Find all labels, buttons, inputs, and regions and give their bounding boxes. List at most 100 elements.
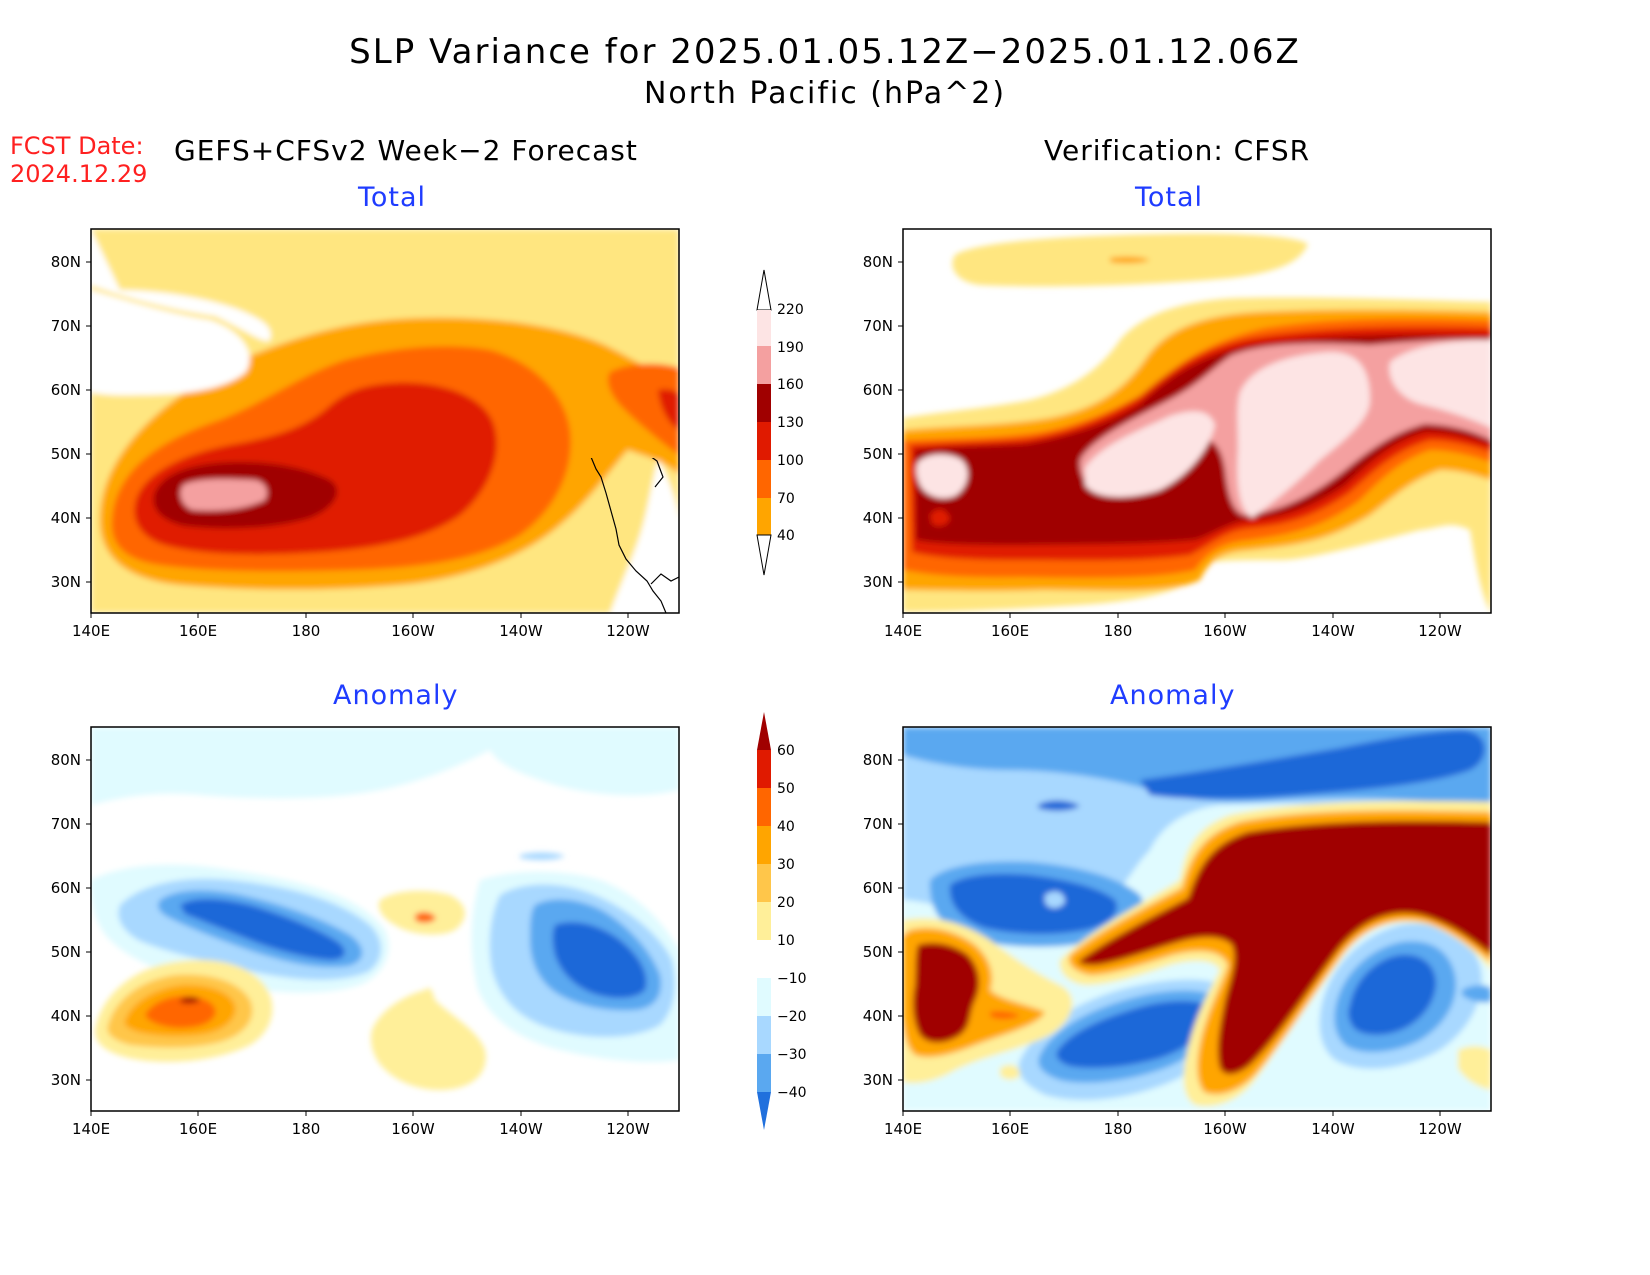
- lon-label: 140E: [884, 622, 922, 640]
- map-frame: [902, 228, 1492, 614]
- colorbar-swatch: [757, 498, 771, 535]
- colorbar-total: 220 190 160 130 100 70 40: [756, 269, 804, 576]
- lon-label: 180: [1104, 1120, 1133, 1138]
- lat-label: 60N: [51, 381, 81, 399]
- map-frame: [90, 228, 680, 614]
- colorbar-label: −30: [777, 1047, 807, 1063]
- lat-label: 30N: [863, 1071, 893, 1089]
- lat-label: 30N: [51, 1071, 81, 1089]
- lat-label: 40N: [51, 509, 81, 527]
- colorbar-total-bottom-arrow: [756, 534, 772, 576]
- lon-label: 120W: [606, 1120, 650, 1138]
- lat-label: 50N: [863, 943, 893, 961]
- lat-label: 40N: [863, 509, 893, 527]
- lat-label: 40N: [51, 1007, 81, 1025]
- axes-layer: 140E 160E 180 160W 140W 120W 80N 70N 60N 50N 40N 30…: [51, 253, 1462, 1138]
- lat-label: 50N: [51, 943, 81, 961]
- colorbar-anomaly-top-arrow: [757, 712, 771, 750]
- lat-label: 60N: [51, 879, 81, 897]
- colorbar-label: 220: [777, 302, 804, 318]
- lon-label: 120W: [606, 622, 650, 640]
- colorbar-label: 10: [777, 933, 795, 949]
- lat-label: 70N: [863, 317, 893, 335]
- lat-label: 80N: [863, 253, 893, 271]
- fcst-date-label: FCST Date:: [10, 132, 144, 160]
- verification-column-title: Verification: CFSR: [1044, 134, 1311, 167]
- lon-label: 140W: [499, 1120, 543, 1138]
- colorbar-swatch: [757, 750, 771, 788]
- panel-forecast-total-title: Total: [358, 182, 427, 213]
- colorbar-anomaly-bottom-arrow: [757, 1092, 771, 1130]
- colorbar-label: −40: [777, 1085, 807, 1101]
- lat-label: 30N: [863, 573, 893, 591]
- main-title: SLP Variance for 2025.01.05.12Z−2025.01.…: [349, 32, 1301, 72]
- lat-label: 60N: [863, 879, 893, 897]
- lat-label: 70N: [51, 317, 81, 335]
- contour-fill-verification-anomaly: [903, 727, 1491, 1111]
- lon-label: 140E: [72, 622, 110, 640]
- panel-forecast-anomaly-title: Anomaly: [333, 680, 459, 711]
- lon-label: 140W: [1311, 1120, 1355, 1138]
- lat-label: 80N: [51, 751, 81, 769]
- colorbar-swatch: [757, 902, 771, 940]
- map-verification-anomaly: [902, 726, 1492, 1112]
- lon-label: 180: [292, 1120, 321, 1138]
- colorbar-label: 60: [777, 743, 795, 759]
- colorbar-label: 50: [777, 781, 795, 797]
- colorbar-label: −20: [777, 1009, 807, 1025]
- colorbar-swatch: [757, 422, 771, 460]
- lat-label: 80N: [51, 253, 81, 271]
- colorbar-swatch: [757, 978, 771, 1016]
- colorbar-label: 160: [777, 377, 804, 393]
- lon-label: 160W: [391, 1120, 435, 1138]
- main-subtitle: North Pacific (hPa^2): [643, 76, 1007, 111]
- lat-label: 80N: [863, 751, 893, 769]
- panel-verif-anomaly-title: Anomaly: [1110, 680, 1236, 711]
- fcst-date-value: 2024.12.29: [10, 160, 148, 188]
- lon-label: 180: [292, 622, 321, 640]
- map-verification-total: [902, 228, 1492, 614]
- contour-fill-forecast-total: [91, 229, 679, 613]
- lat-label: 50N: [51, 445, 81, 463]
- colorbar-label: 100: [777, 453, 804, 469]
- colorbar-label: 30: [777, 857, 795, 873]
- lon-label: 140W: [499, 622, 543, 640]
- colorbar-label: −10: [777, 971, 807, 987]
- map-frame: [90, 726, 680, 1112]
- map-forecast-total: [90, 228, 680, 614]
- lat-label: 30N: [51, 573, 81, 591]
- colorbar-swatch: [757, 788, 771, 826]
- lon-label: 160E: [991, 1120, 1029, 1138]
- forecast-column-title: GEFS+CFSv2 Week−2 Forecast: [174, 134, 638, 167]
- lon-label: 160W: [1203, 1120, 1247, 1138]
- lon-label: 140E: [884, 1120, 922, 1138]
- lon-label: 160E: [179, 1120, 217, 1138]
- colorbar-swatch: [757, 1016, 771, 1054]
- colorbar-swatch: [757, 384, 771, 422]
- map-frame: [902, 726, 1492, 1112]
- colorbar-swatch: [757, 940, 771, 978]
- lon-label: 160E: [991, 622, 1029, 640]
- colorbar-swatch: [757, 864, 771, 902]
- lat-label: 70N: [863, 815, 893, 833]
- lon-label: 180: [1104, 622, 1133, 640]
- colorbar-label: 20: [777, 895, 795, 911]
- lon-label: 120W: [1418, 622, 1462, 640]
- colorbar-anomaly: 60 50 40 30 20 10 −10 −20 −30 −40: [757, 712, 807, 1130]
- lon-label: 120W: [1418, 1120, 1462, 1138]
- lon-label: 160E: [179, 622, 217, 640]
- colorbar-label: 40: [777, 528, 795, 544]
- colorbar-swatch: [757, 310, 771, 346]
- colorbar-total-top-arrow: [756, 269, 772, 311]
- colorbar-label: 40: [777, 819, 795, 835]
- lat-label: 40N: [863, 1007, 893, 1025]
- colorbar-label: 70: [777, 491, 795, 507]
- colorbar-swatch: [757, 1054, 771, 1092]
- lat-label: 50N: [863, 445, 893, 463]
- lon-label: 160W: [1203, 622, 1247, 640]
- map-forecast-anomaly: [90, 726, 680, 1112]
- contour-fill-verification-total: [903, 233, 1491, 613]
- colorbar-swatch: [757, 826, 771, 864]
- lon-label: 160W: [391, 622, 435, 640]
